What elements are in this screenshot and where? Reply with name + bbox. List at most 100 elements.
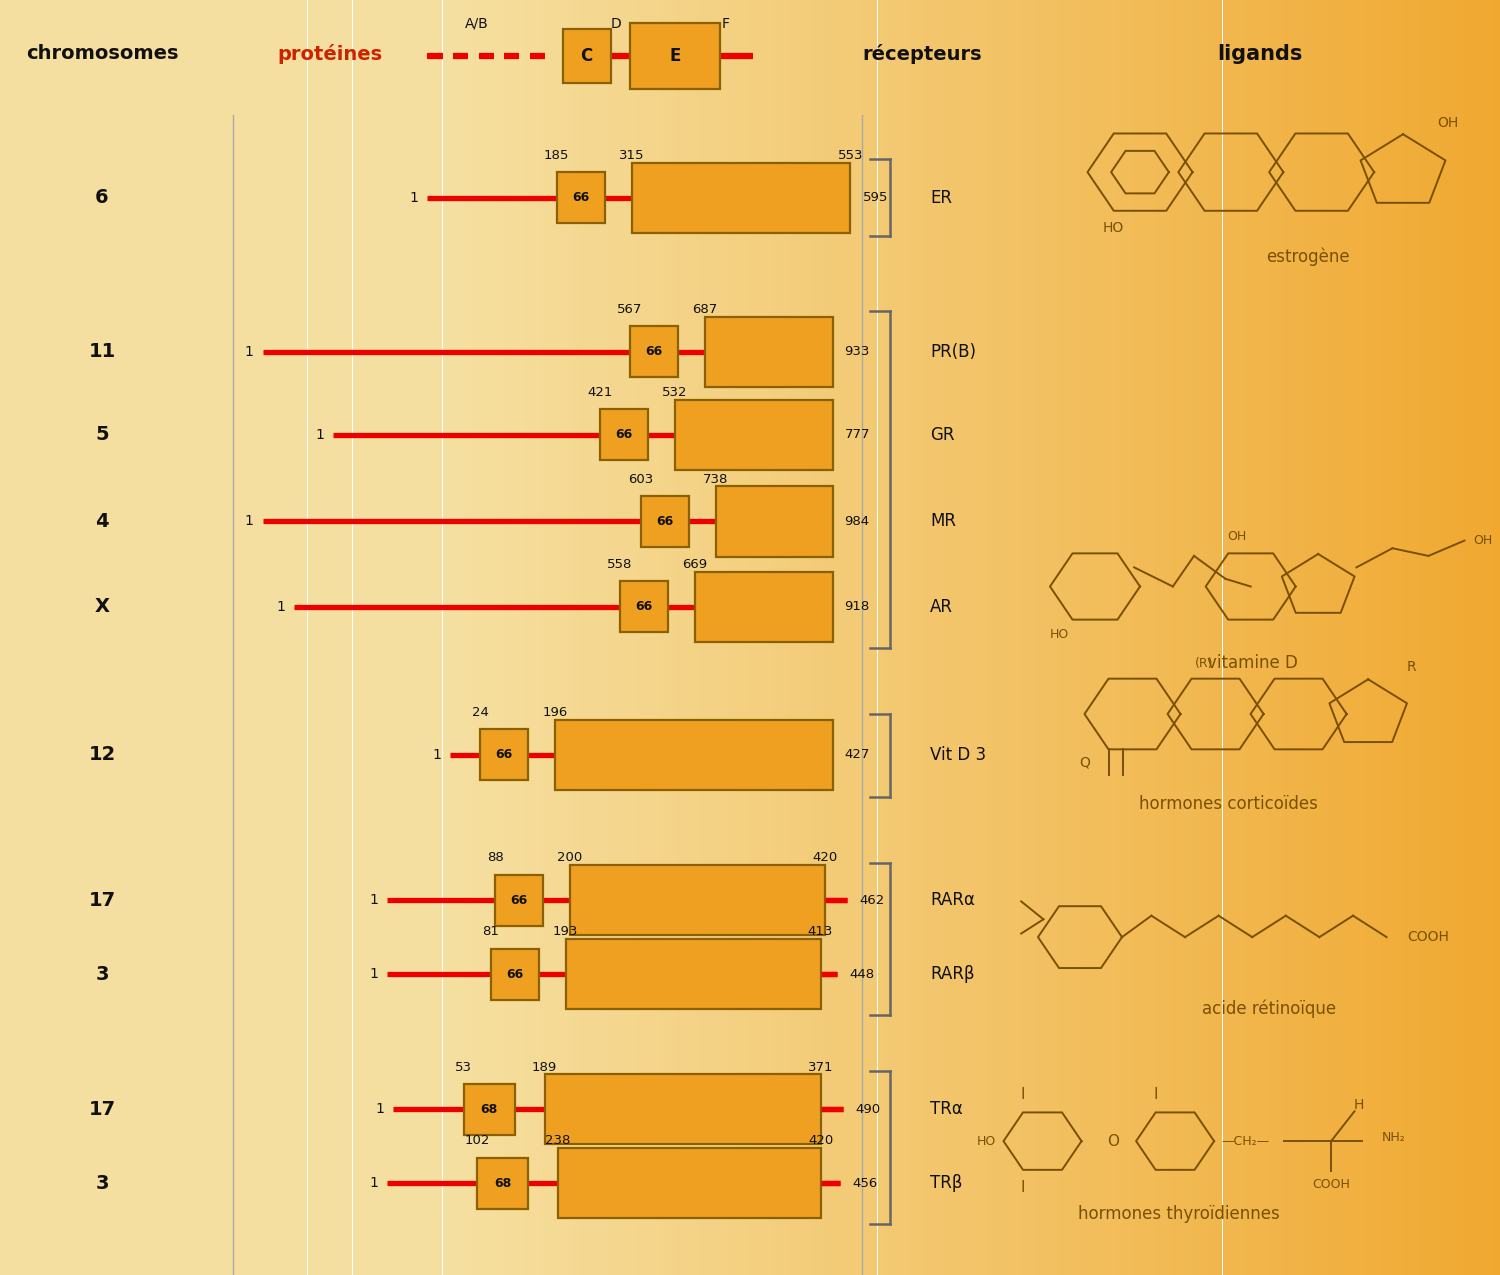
Text: MR: MR [930,513,956,530]
Text: TRα: TRα [930,1100,963,1118]
Bar [968,0,975,1275]
Bar [1485,0,1492,1275]
Bar [998,0,1005,1275]
Text: 669: 669 [682,558,706,571]
Text: ligands: ligands [1218,43,1302,64]
Bar [1050,0,1058,1275]
Text: récepteurs: récepteurs [862,43,982,64]
Bar [188,0,195,1275]
Bar [570,0,578,1275]
Bar [128,0,135,1275]
Text: 88: 88 [486,852,504,864]
Bar [900,0,908,1275]
Text: chromosomes: chromosomes [26,45,178,62]
FancyBboxPatch shape [562,29,610,83]
Bar [712,0,720,1275]
Text: RARα: RARα [930,891,975,909]
Bar [150,0,158,1275]
Text: HO: HO [976,1135,996,1148]
Bar [1402,0,1410,1275]
Bar [705,0,712,1275]
Bar [825,0,833,1275]
Text: 413: 413 [808,926,832,938]
Bar [1298,0,1305,1275]
Text: 53: 53 [454,1061,472,1074]
Bar [585,0,592,1275]
FancyBboxPatch shape [495,875,543,926]
Text: 567: 567 [618,303,642,316]
Bar [375,0,382,1275]
Bar [592,0,600,1275]
Text: X: X [94,598,110,616]
Bar [930,0,938,1275]
Text: 66: 66 [615,428,633,441]
FancyBboxPatch shape [640,496,688,547]
Bar [518,0,525,1275]
Text: 17: 17 [88,1100,116,1118]
Bar [232,0,240,1275]
Bar [338,0,345,1275]
Bar [1305,0,1312,1275]
Text: 1: 1 [369,968,378,980]
Text: I: I [1020,1181,1026,1195]
Bar [600,0,608,1275]
Bar [1320,0,1328,1275]
Bar [435,0,442,1275]
Text: 421: 421 [588,386,612,399]
Bar [82,0,90,1275]
Bar [1350,0,1358,1275]
Bar [1013,0,1020,1275]
Bar [810,0,818,1275]
Text: Vit D 3: Vit D 3 [930,746,986,764]
Text: 420: 420 [813,852,837,864]
Text: 777: 777 [844,428,870,441]
Bar [30,0,38,1275]
FancyBboxPatch shape [464,1084,514,1135]
FancyBboxPatch shape [558,1148,820,1219]
Bar [1005,0,1013,1275]
Bar [1132,0,1140,1275]
Bar [1080,0,1088,1275]
Bar [480,0,488,1275]
FancyBboxPatch shape [632,163,850,232]
Bar [1358,0,1365,1275]
Text: 200: 200 [558,852,582,864]
Bar [1478,0,1485,1275]
Bar [1440,0,1448,1275]
FancyBboxPatch shape [477,1158,528,1209]
Bar [255,0,262,1275]
Text: 6: 6 [94,189,110,207]
Text: 196: 196 [543,706,567,719]
Text: 1: 1 [244,515,254,528]
Text: 1: 1 [369,894,378,907]
Bar [1418,0,1425,1275]
Bar [413,0,420,1275]
Bar [1125,0,1132,1275]
Bar [285,0,292,1275]
Bar [142,0,150,1275]
Text: HO: HO [1050,627,1068,641]
Bar [345,0,352,1275]
Text: 193: 193 [554,926,578,938]
Text: 17: 17 [88,891,116,909]
Bar [1162,0,1170,1275]
Text: PR(B): PR(B) [930,343,976,361]
Bar [630,0,638,1275]
Bar [578,0,585,1275]
Bar [855,0,862,1275]
Bar [1410,0,1418,1275]
Bar [105,0,112,1275]
Bar [675,0,682,1275]
Text: (R): (R) [1196,657,1214,669]
Bar [22,0,30,1275]
Bar [532,0,540,1275]
Bar [270,0,278,1275]
Bar [1275,0,1282,1275]
Bar [795,0,802,1275]
Text: 68: 68 [480,1103,498,1116]
Text: 427: 427 [844,748,870,761]
Bar [165,0,172,1275]
Bar [488,0,495,1275]
Bar [878,0,885,1275]
Bar [1185,0,1192,1275]
